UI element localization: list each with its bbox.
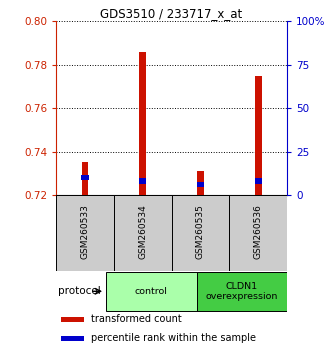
Bar xyxy=(254,178,262,184)
Bar xyxy=(197,171,204,195)
Text: GSM260536: GSM260536 xyxy=(254,204,263,259)
Text: CLDN1
overexpression: CLDN1 overexpression xyxy=(206,281,278,301)
Bar xyxy=(255,75,262,195)
Bar xyxy=(139,178,147,184)
Title: GDS3510 / 233717_x_at: GDS3510 / 233717_x_at xyxy=(100,7,243,20)
Bar xyxy=(61,336,84,341)
Text: GSM260535: GSM260535 xyxy=(196,204,205,259)
Text: protocol: protocol xyxy=(58,286,101,296)
Bar xyxy=(197,182,204,187)
Bar xyxy=(61,317,84,321)
Bar xyxy=(229,195,287,271)
Bar xyxy=(82,162,88,195)
Text: GSM260533: GSM260533 xyxy=(81,204,89,259)
Bar xyxy=(81,175,89,180)
Bar xyxy=(114,195,172,271)
Text: transformed count: transformed count xyxy=(91,314,182,324)
Bar xyxy=(106,272,196,311)
Bar xyxy=(196,272,287,311)
Text: GSM260534: GSM260534 xyxy=(138,204,147,259)
Bar xyxy=(139,52,146,195)
Text: percentile rank within the sample: percentile rank within the sample xyxy=(91,333,256,343)
Bar xyxy=(56,195,114,271)
Text: control: control xyxy=(135,287,168,296)
Bar xyxy=(172,195,229,271)
